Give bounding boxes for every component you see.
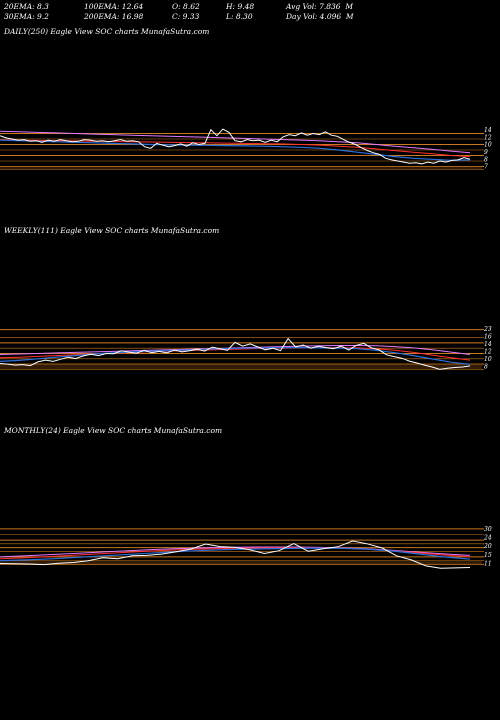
monthly-tick-label: 20: [483, 543, 492, 550]
open-stat: O: 8.62: [172, 2, 200, 11]
monthly-tick-label: 15: [484, 552, 492, 559]
daily-panel-label: DAILY(250) Eagle View SOC charts MunafaS…: [4, 27, 210, 36]
weekly-tick-label: 14: [484, 341, 492, 348]
daily-tick-label: 9: [484, 149, 488, 156]
weekly-shade-band: [0, 364, 482, 370]
ema30-stat: 30EMA: 9.2: [4, 12, 49, 21]
low-stat: L: 8.30: [226, 12, 253, 21]
monthly-shade-band: [0, 560, 482, 565]
weekly-tick-label: 8: [484, 364, 488, 371]
weekly-tick-label: 23: [483, 326, 492, 333]
weekly-panel-label: WEEKLY(111) Eagle View SOC charts Munafa…: [4, 226, 220, 235]
day-vol-stat: Day Vol: 4.096 M: [286, 12, 354, 21]
high-stat: H: 9.48: [226, 2, 255, 11]
monthly-tick-label: 24: [483, 535, 492, 542]
weekly-ema-short-line: [0, 347, 471, 365]
ema200-stat: 200EMA: 16.98: [84, 12, 144, 21]
ema100-stat: 100EMA: 12.64: [84, 2, 144, 11]
weekly-tick-label: 16: [484, 334, 492, 341]
monthly-ema-short-line: [0, 547, 471, 562]
daily-shade-band: [0, 166, 482, 170]
daily-tick-label: 7: [484, 164, 488, 171]
close-stat: C: 9.33: [172, 12, 200, 21]
daily-price-line: [0, 128, 471, 165]
weekly-ema-mid-line: [0, 347, 471, 361]
weekly-price-line: [0, 337, 471, 370]
ema20-stat: 20EMA: 8.3: [4, 2, 49, 11]
monthly-panel-label: MONTHLY(24) Eagle View SOC charts Munafa…: [4, 426, 223, 435]
daily-tick-label: 10: [484, 142, 492, 149]
avg-vol-stat: Avg Vol: 7.836 M: [286, 2, 354, 11]
monthly-tick-label: 30: [484, 526, 492, 533]
weekly-tick-label: 12: [484, 349, 492, 356]
daily-tick-label: 14: [484, 127, 492, 134]
daily-tick-label: 12: [484, 134, 492, 141]
daily-tick-label: 8: [484, 156, 488, 163]
daily-ema-long-line: [0, 130, 471, 154]
weekly-tick-label: 10: [484, 356, 492, 363]
monthly-price-line: [0, 540, 471, 569]
stats-header: 20EMA: 8.3 100EMA: 12.64 O: 8.62 H: 9.48…: [4, 2, 496, 22]
monthly-tick-label: 11: [484, 560, 492, 567]
daily-ema-short-line: [0, 139, 471, 162]
